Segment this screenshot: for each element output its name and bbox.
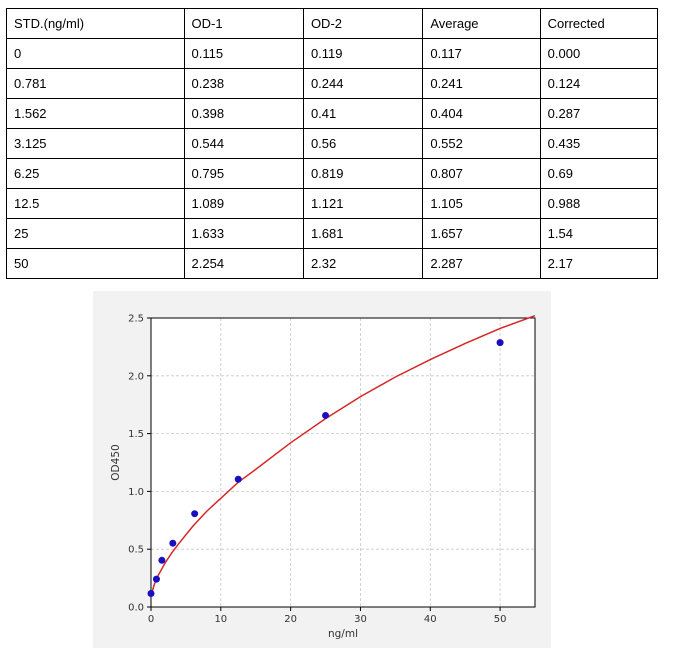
table-cell: 1.562 [6,98,185,129]
table-cell: 0.544 [183,128,304,159]
table-cell: 0.398 [183,98,304,129]
table-cell: 0.117 [422,38,541,69]
table-cell: 0.435 [539,128,659,159]
table-row: 0.781 0.238 0.244 0.241 0.124 [6,68,659,99]
table-cell: 1.121 [302,188,424,219]
chart-svg: 0 10 20 30 40 50 0.0 0.5 1.0 1.5 2.0 2.5 ng/ml OD450 [93,291,551,648]
table-cell: 50 [6,248,185,279]
table-cell: 0.988 [539,188,659,219]
table-cell: 3.125 [6,128,185,159]
y-tick-label: 1.0 [128,487,144,498]
table-cell: 0.781 [6,68,185,99]
x-tick-label: 50 [494,614,507,625]
table-cell: 12.5 [6,188,185,219]
table-cell: 0 [6,38,185,69]
table-cell: 6.25 [6,158,185,189]
table-cell: 2.32 [302,248,424,279]
standard-table: STD.(ng/ml) OD-1 OD-2 Average Corrected 0 0.11… [6,8,659,279]
data-point [147,589,155,597]
table-cell: 1.089 [183,188,304,219]
plot-area [151,318,535,607]
data-point [322,411,330,419]
table-cell: 0.244 [302,68,424,99]
table-header-cell: Average [422,8,541,39]
table-cell: 1.54 [539,218,659,249]
y-tick-label: 0.0 [128,603,144,614]
table-header-cell: OD-1 [183,8,304,39]
data-point [496,339,504,347]
table-cell: 0.56 [302,128,424,159]
table-cell: 0.404 [422,98,541,129]
table-cell: 0.241 [422,68,541,99]
table-cell: 1.681 [302,218,424,249]
table-row: 25 1.633 1.681 1.657 1.54 [6,218,659,249]
data-point [169,539,177,547]
x-tick-label: 20 [284,614,297,625]
table-cell: 25 [6,218,185,249]
table-row: 12.5 1.089 1.121 1.105 0.988 [6,188,659,219]
table-cell: 0.69 [539,158,659,189]
data-point [234,475,242,483]
table-cell: 2.287 [422,248,541,279]
x-tick-label: 0 [148,614,154,625]
table-header-cell: Corrected [539,8,659,39]
table-cell: 0.807 [422,158,541,189]
table-row: 0 0.115 0.119 0.117 0.000 [6,38,659,69]
table-cell: 0.795 [183,158,304,189]
table-row: 1.562 0.398 0.41 0.404 0.287 [6,98,659,129]
table-header-cell: STD.(ng/ml) [6,8,185,39]
data-point [152,575,160,583]
table-row: 50 2.254 2.32 2.287 2.17 [6,248,659,279]
table-cell: 0.124 [539,68,659,99]
data-point [191,510,199,518]
table-cell: 0.119 [302,38,424,69]
data-point [158,556,166,564]
table-cell: 2.17 [539,248,659,279]
table-cell: 0.238 [183,68,304,99]
x-tick-label: 10 [214,614,227,625]
table-cell: 1.105 [422,188,541,219]
y-tick-label: 2.0 [128,371,144,382]
table-cell: 0.552 [422,128,541,159]
standard-curve-chart: 0 10 20 30 40 50 0.0 0.5 1.0 1.5 2.0 2.5 ng/ml OD450 [93,291,551,648]
table-cell: 0.000 [539,38,659,69]
plot-frame [150,317,536,608]
table-header-cell: OD-2 [302,8,424,39]
table-cell: 0.819 [302,158,424,189]
table-header-row: STD.(ng/ml) OD-1 OD-2 Average Corrected [6,8,659,39]
table-row: 6.25 0.795 0.819 0.807 0.69 [6,158,659,189]
table-cell: 0.287 [539,98,659,129]
x-tick-label: 40 [424,614,437,625]
table-cell: 1.657 [422,218,541,249]
table-cell: 1.633 [183,218,304,249]
y-axis-label: OD450 [110,444,122,480]
table-cell: 2.254 [183,248,304,279]
table-row: 3.125 0.544 0.56 0.552 0.435 [6,128,659,159]
x-axis-label: ng/ml [328,628,358,640]
table-cell: 0.115 [183,38,304,69]
x-tick-label: 30 [354,614,367,625]
y-tick-label: 0.5 [128,545,144,556]
y-tick-label: 1.5 [128,429,144,440]
table-cell: 0.41 [302,98,424,129]
y-tick-label: 2.5 [128,314,144,325]
